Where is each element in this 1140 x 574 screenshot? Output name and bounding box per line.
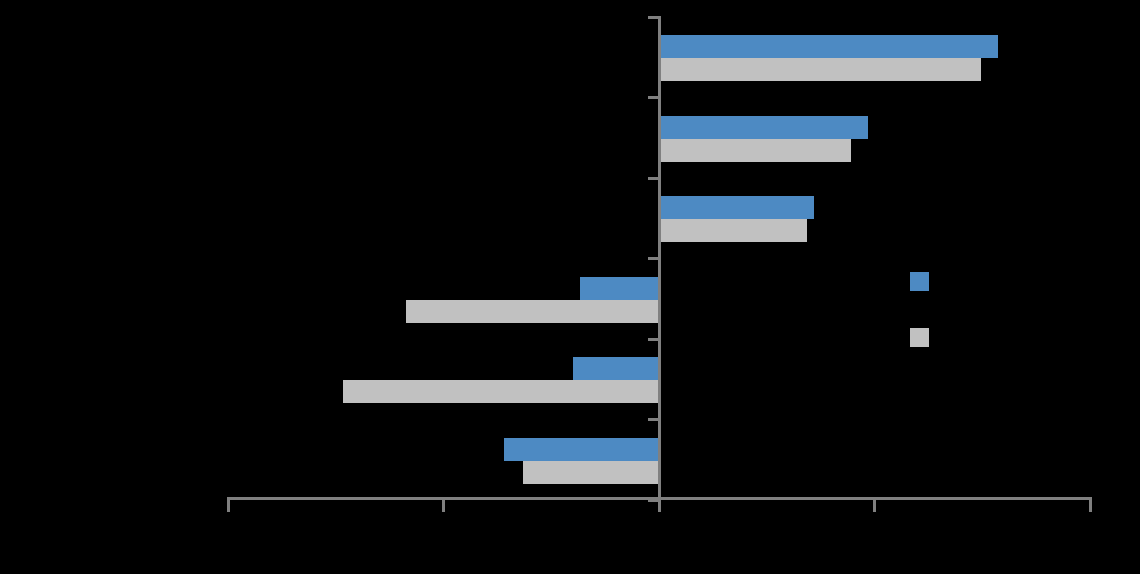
y-axis-line (657, 16, 661, 500)
bar-series2-row6 (523, 460, 659, 484)
y-axis-tick (647, 418, 658, 421)
bar-series1-row4 (580, 276, 659, 300)
bar-series1-row2 (659, 115, 869, 139)
x-axis-tick (873, 497, 876, 512)
legend-swatch-series1 (910, 272, 929, 291)
bar-series1-row6 (503, 437, 659, 461)
y-axis-tick (647, 337, 658, 341)
x-axis-tick (657, 497, 661, 512)
bar-series2-row2 (659, 138, 851, 162)
x-axis-tick (226, 497, 230, 512)
bar-series2-row1 (659, 58, 982, 81)
bar-series1-row5 (572, 357, 659, 380)
bar-series2-row4 (405, 299, 659, 323)
y-axis-tick (647, 15, 658, 19)
x-axis-tick (442, 497, 445, 512)
x-axis-tick (1088, 497, 1092, 512)
y-axis-tick (647, 498, 658, 502)
y-axis-tick (647, 176, 658, 180)
bar-series1-row1 (659, 35, 999, 58)
bar-series1-row3 (659, 196, 815, 219)
bar-series2-row5 (343, 380, 659, 403)
bar-series2-row3 (659, 219, 807, 242)
y-axis-tick (647, 96, 658, 99)
y-axis-tick (647, 257, 658, 260)
legend-swatch-series2 (910, 328, 929, 347)
